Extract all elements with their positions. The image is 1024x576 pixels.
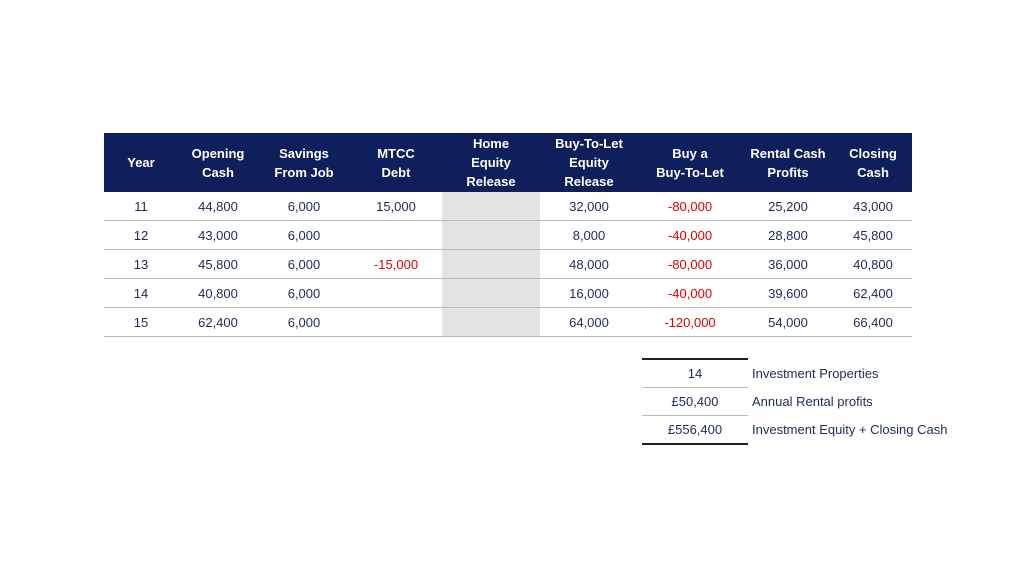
cell-savings: 6,000 <box>258 249 350 279</box>
header-home-equity-release: Home Equity Release <box>442 133 540 192</box>
table-row: 12 43,000 6,000 8,000 -40,000 28,800 45,… <box>104 220 912 250</box>
header-year: Year <box>104 133 178 192</box>
table-row: 11 44,800 6,000 15,000 32,000 -80,000 25… <box>104 192 912 221</box>
cell-rental-profits: 28,800 <box>742 220 834 250</box>
cell-opening-cash: 40,800 <box>178 278 258 308</box>
cell-buy-btl: -80,000 <box>638 249 742 279</box>
cell-year: 13 <box>104 249 178 279</box>
cell-rental-profits: 36,000 <box>742 249 834 279</box>
cell-year: 15 <box>104 307 178 337</box>
cell-savings: 6,000 <box>258 192 350 221</box>
cell-btl-equity: 64,000 <box>540 307 638 337</box>
cell-opening-cash: 62,400 <box>178 307 258 337</box>
cell-savings: 6,000 <box>258 307 350 337</box>
cell-closing-cash: 40,800 <box>834 249 912 279</box>
cell-closing-cash: 45,800 <box>834 220 912 250</box>
header-buy-a-btl: Buy a Buy-To-Let <box>638 133 742 192</box>
cell-year: 11 <box>104 192 178 221</box>
cell-buy-btl: -120,000 <box>638 307 742 337</box>
header-opening-cash: Opening Cash <box>178 133 258 192</box>
cell-opening-cash: 43,000 <box>178 220 258 250</box>
cell-savings: 6,000 <box>258 220 350 250</box>
table-row: 13 45,800 6,000 -15,000 48,000 -80,000 3… <box>104 249 912 279</box>
summary-label-properties: Investment Properties <box>752 365 879 381</box>
cell-mtcc-debt: 15,000 <box>350 192 442 221</box>
cell-btl-equity: 16,000 <box>540 278 638 308</box>
header-closing-cash: Closing Cash <box>834 133 912 192</box>
table-row: 14 40,800 6,000 16,000 -40,000 39,600 62… <box>104 278 912 308</box>
cell-closing-cash: 66,400 <box>834 307 912 337</box>
cell-mtcc-debt <box>350 278 442 308</box>
cell-buy-btl: -40,000 <box>638 278 742 308</box>
header-rental-cash-profits: Rental Cash Profits <box>742 133 834 192</box>
cash-flow-table: Year Opening Cash Savings From Job MTCC Deb… <box>104 133 912 337</box>
summary-label-rental-profits: Annual Rental profits <box>752 394 873 409</box>
cell-home-equity <box>442 307 540 337</box>
cell-closing-cash: 62,400 <box>834 278 912 308</box>
cell-mtcc-debt <box>350 307 442 337</box>
cell-opening-cash: 45,800 <box>178 249 258 279</box>
cell-mtcc-debt: -15,000 <box>350 249 442 279</box>
header-mtcc-debt: MTCC Debt <box>350 133 442 192</box>
cell-btl-equity: 48,000 <box>540 249 638 279</box>
cell-btl-equity: 32,000 <box>540 192 638 221</box>
header-savings-from-job: Savings From Job <box>258 133 350 192</box>
cell-year: 14 <box>104 278 178 308</box>
summary-label-equity-cash: Investment Equity + Closing Cash <box>752 422 948 438</box>
cell-year: 12 <box>104 220 178 250</box>
header-btl-equity-release: Buy-To-Let Equity Release <box>540 133 638 192</box>
cell-closing-cash: 43,000 <box>834 192 912 221</box>
cell-buy-btl: -80,000 <box>638 192 742 221</box>
cell-mtcc-debt <box>350 220 442 250</box>
summary-row: £556,400 Investment Equity + Closing Cas… <box>642 415 948 445</box>
summary-row: 14 Investment Properties <box>642 358 947 388</box>
cell-savings: 6,000 <box>258 278 350 308</box>
cell-buy-btl: -40,000 <box>638 220 742 250</box>
summary-value-equity-cash: £556,400 <box>642 415 748 445</box>
summary-row: £50,400 Annual Rental profits <box>642 387 947 416</box>
cell-opening-cash: 44,800 <box>178 192 258 221</box>
cell-btl-equity: 8,000 <box>540 220 638 250</box>
cell-home-equity <box>442 278 540 308</box>
cell-rental-profits: 25,200 <box>742 192 834 221</box>
header-row: Year Opening Cash Savings From Job MTCC Deb… <box>104 133 912 192</box>
cell-home-equity <box>442 192 540 221</box>
cell-rental-profits: 39,600 <box>742 278 834 308</box>
table-row: 15 62,400 6,000 64,000 -120,000 54,000 6… <box>104 307 912 337</box>
summary-value-properties: 14 <box>642 358 748 388</box>
summary-table: 14 Investment Properties £50,400 Annual … <box>642 358 947 445</box>
cell-home-equity <box>442 249 540 279</box>
cell-rental-profits: 54,000 <box>742 307 834 337</box>
cell-home-equity <box>442 220 540 250</box>
summary-value-rental-profits: £50,400 <box>642 387 748 416</box>
